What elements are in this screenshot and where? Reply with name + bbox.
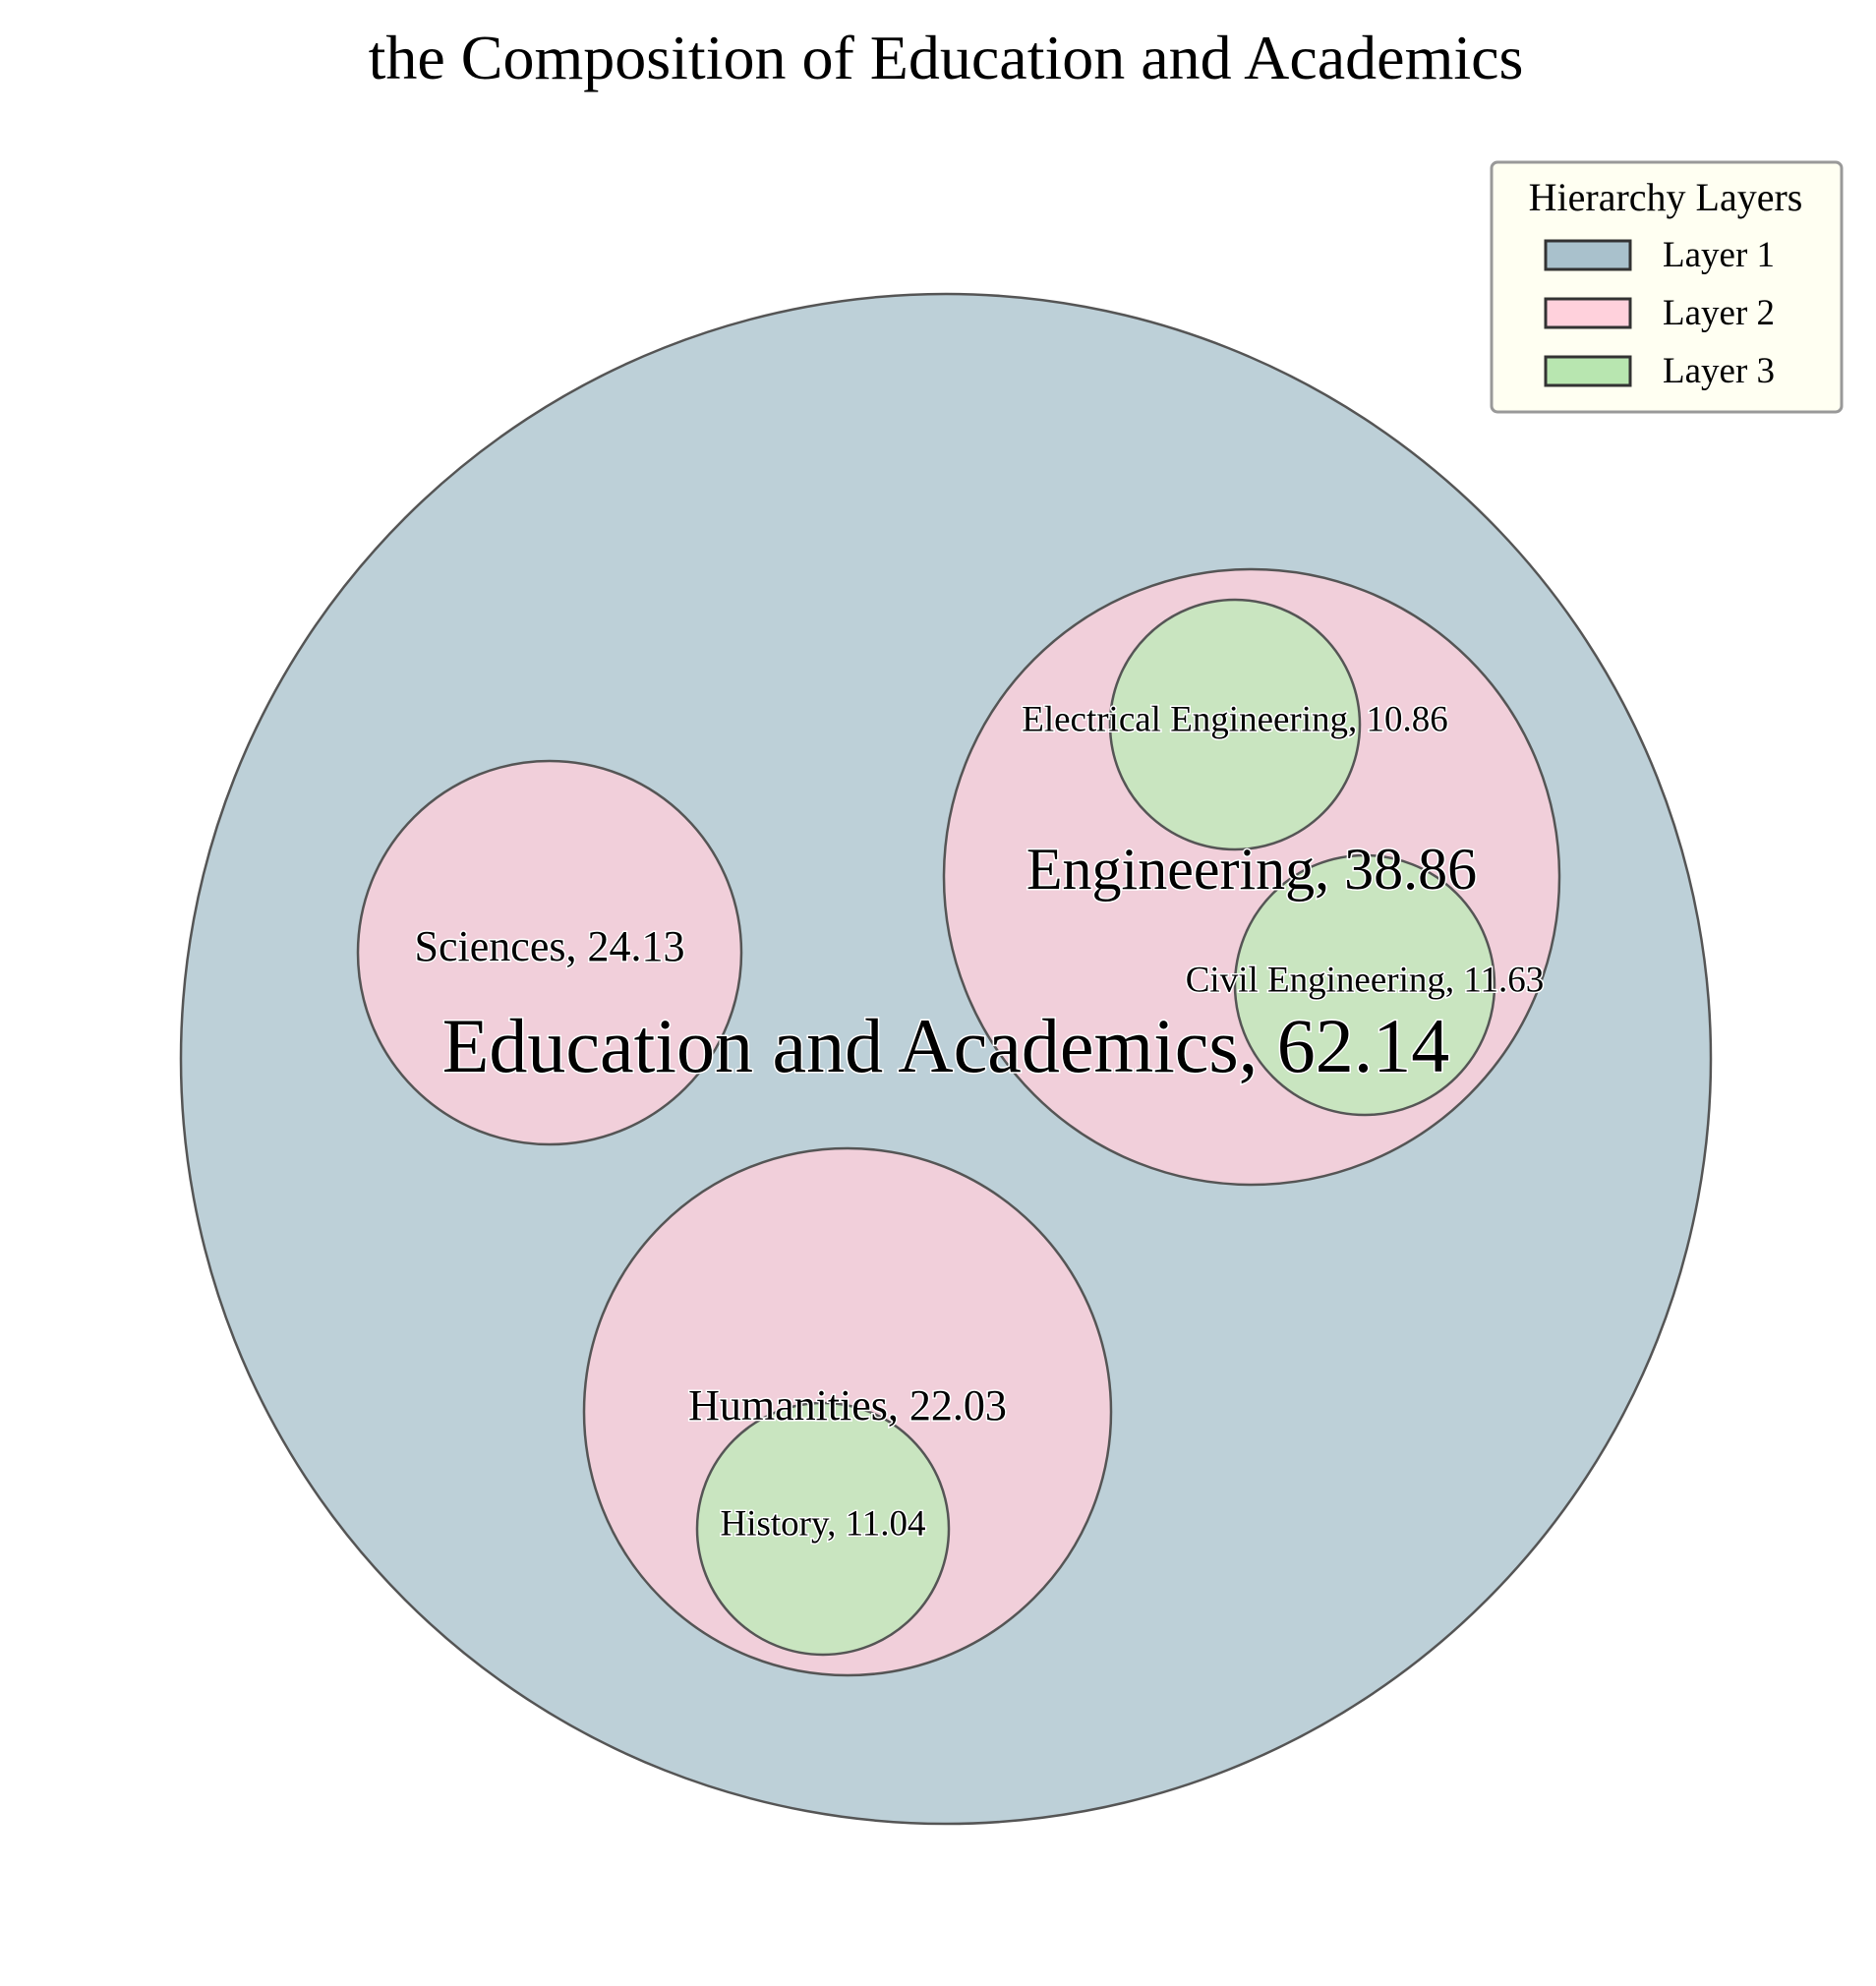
label-engineering: Engineering, 38.86 [1026, 837, 1477, 902]
circles-group [179, 292, 1713, 1826]
label-humanities: Humanities, 22.03 [688, 1381, 1007, 1430]
label-history: History, 11.04 [721, 1503, 926, 1544]
legend-label-layer-3: Layer 3 [1663, 351, 1775, 391]
circle-electrical [1108, 598, 1362, 851]
legend: Hierarchy Layers Layer 1 Layer 2 Layer 3 [1490, 160, 1844, 414]
legend-title: Hierarchy Layers [1529, 175, 1803, 219]
chart-title: the Composition of Education and Academi… [369, 23, 1524, 92]
label-electrical: Electrical Engineering, 10.86 [1022, 699, 1448, 739]
labels-group: Electrical Engineering, 10.86 Civil Engin… [413, 698, 1546, 1546]
legend-entries: Layer 1 Layer 2 Layer 3 [1544, 235, 1775, 391]
legend-frame [1490, 160, 1844, 414]
label-education: Education and Academics, 62.14 [442, 1003, 1450, 1088]
circle-history [695, 1401, 951, 1657]
legend-label-layer-2: Layer 2 [1663, 293, 1775, 333]
circle-sciences [356, 759, 743, 1146]
label-sciences: Sciences, 24.13 [415, 922, 685, 970]
circle-civil [1233, 853, 1496, 1117]
legend-label-layer-1: Layer 1 [1663, 235, 1775, 275]
label-civil: Civil Engineering, 11.63 [1186, 960, 1544, 1000]
legend-swatch-layer-3 [1544, 355, 1632, 387]
legend-swatch-layer-2 [1544, 297, 1632, 329]
legend-swatch-layer-1 [1544, 239, 1632, 271]
